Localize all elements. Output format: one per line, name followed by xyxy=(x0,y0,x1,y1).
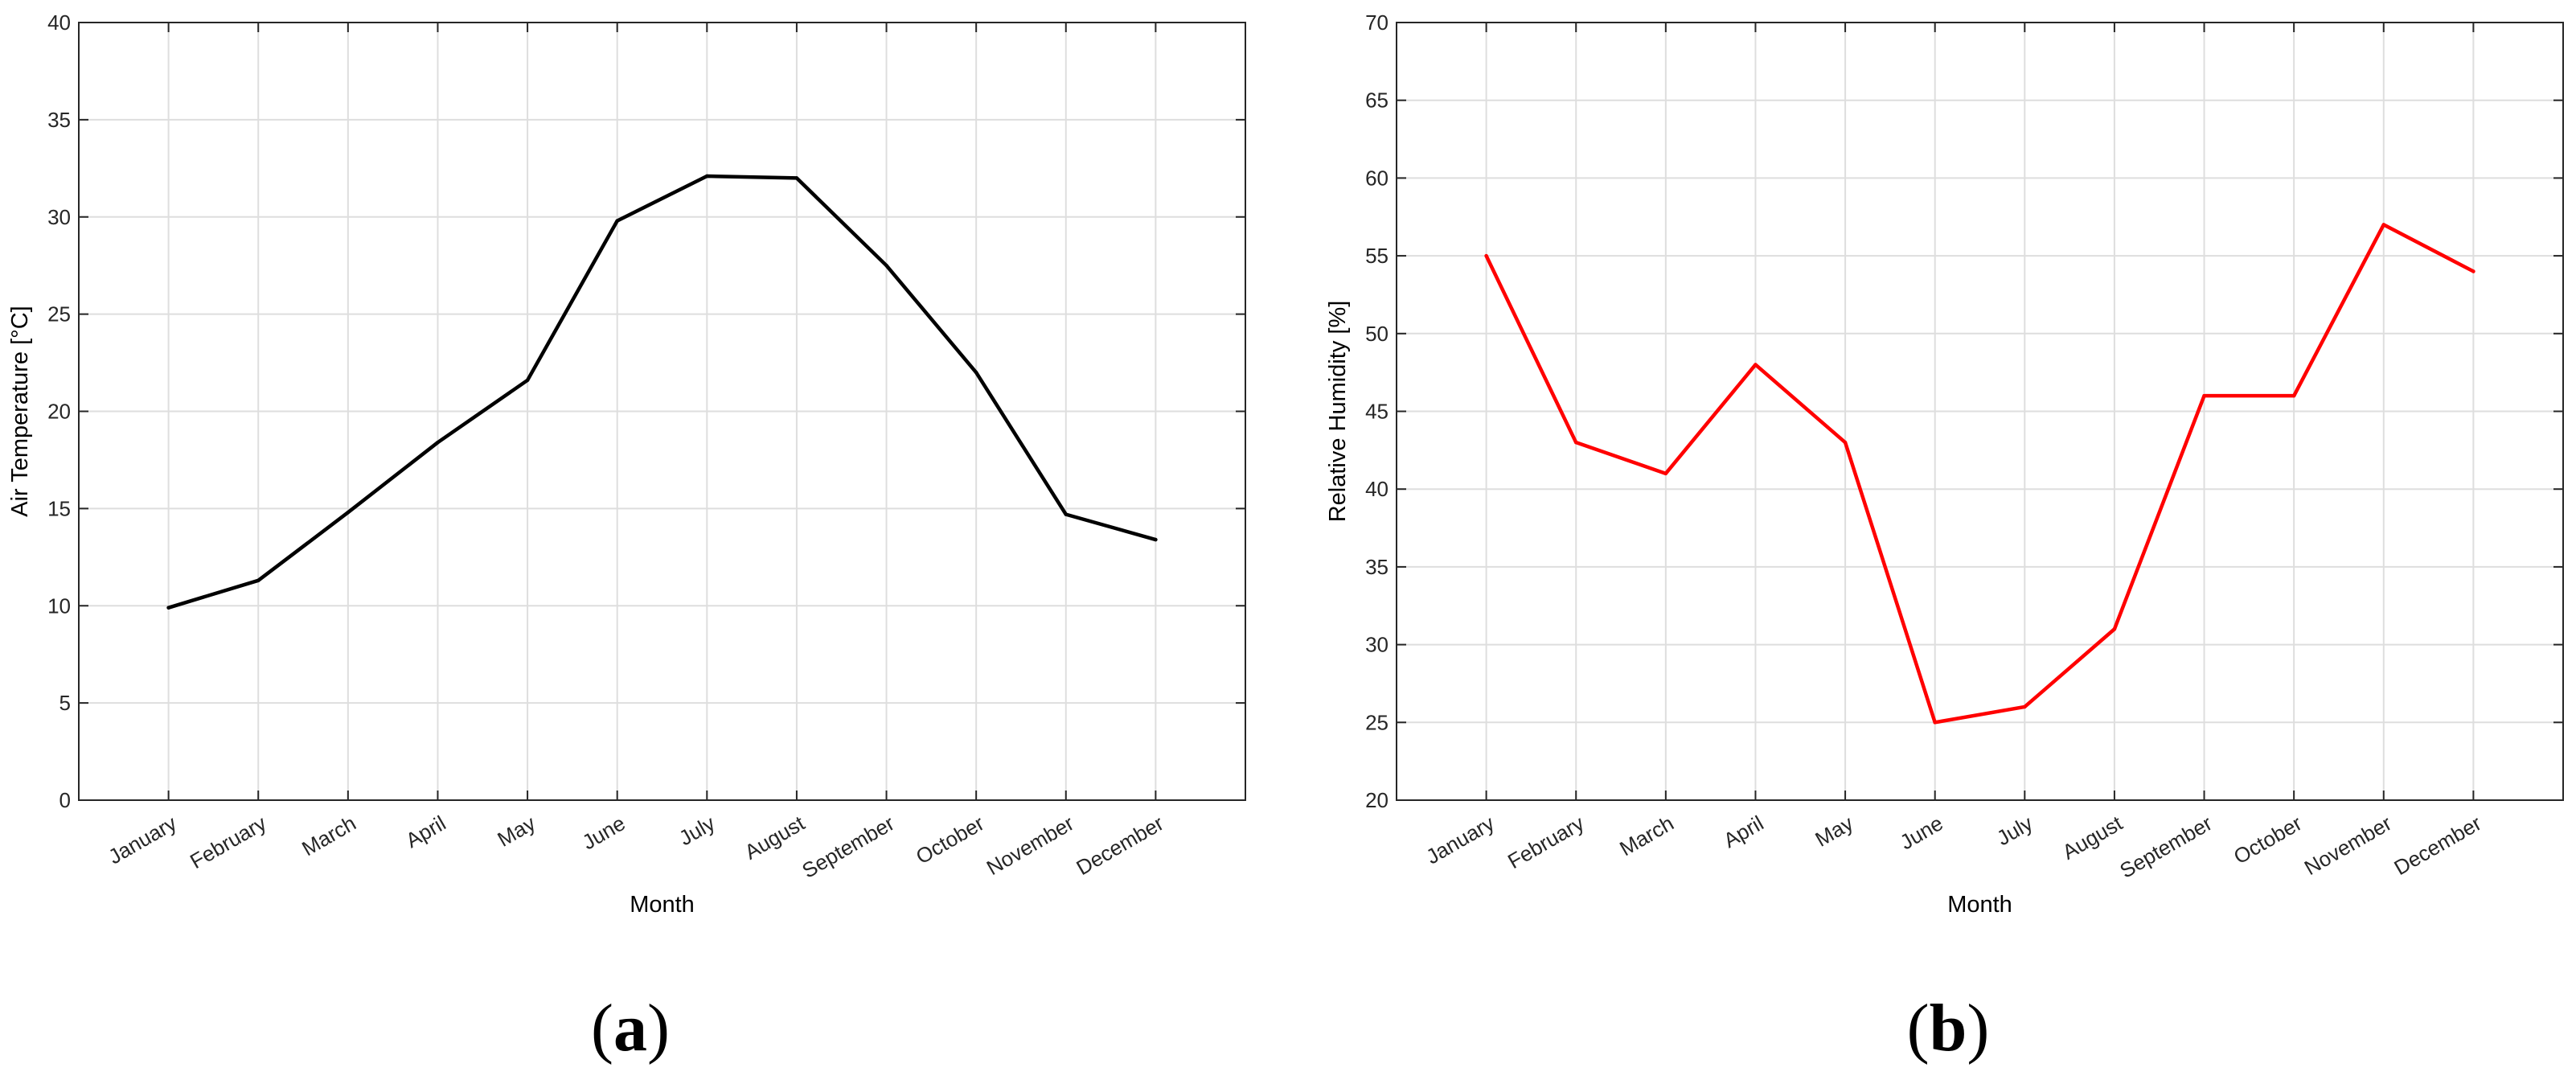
temperature-x-axis-label: Month xyxy=(630,892,695,918)
temperature-data-point xyxy=(256,578,260,583)
temperature-ytick-label: 20 xyxy=(47,400,71,424)
humidity-chart: 20 25 30 35 40 45 50 55 60 65 70 January February Mar… xyxy=(1325,10,2564,1066)
temperature-panel-label: (a) xyxy=(591,991,670,1066)
temperature-ytick-label: 25 xyxy=(47,302,71,326)
temperature-xtick-label: April xyxy=(401,811,449,852)
humidity-ytick-label: 55 xyxy=(1365,244,1388,268)
humidity-xtick-label: March xyxy=(1615,811,1678,860)
humidity-ytick-label: 25 xyxy=(1365,710,1388,734)
humidity-ytick-label: 40 xyxy=(1365,477,1388,501)
temperature-data-point xyxy=(1154,537,1158,542)
humidity-xtick-label: January xyxy=(1422,811,1499,869)
temperature-ytick-label: 30 xyxy=(47,205,71,229)
humidity-data-point xyxy=(2471,269,2476,273)
humidity-xtick-label: June xyxy=(1896,811,1947,854)
humidity-data-point xyxy=(2023,704,2027,709)
temperature-xtick-label: June xyxy=(578,811,630,854)
humidity-series-line xyxy=(1484,223,2476,725)
humidity-ytick-label: 30 xyxy=(1365,633,1388,657)
temperature-xtick-label: December xyxy=(1073,811,1168,880)
humidity-xtick-label: December xyxy=(2390,811,2486,880)
temperature-ytick-label: 0 xyxy=(59,788,71,812)
humidity-data-point xyxy=(2112,627,2117,631)
temperature-data-point xyxy=(794,176,799,180)
humidity-xtick-label: July xyxy=(1992,811,2037,850)
humidity-ytick-label: 50 xyxy=(1365,322,1388,346)
temperature-data-point xyxy=(166,606,170,610)
humidity-ytick-label: 45 xyxy=(1365,400,1388,424)
humidity-data-point xyxy=(1484,253,1488,258)
humidity-x-axis-label: Month xyxy=(1947,892,2012,918)
humidity-xtick-label: August xyxy=(2058,811,2127,864)
humidity-data-point xyxy=(1663,471,1668,476)
temperature-ytick-label: 10 xyxy=(47,593,71,618)
humidity-data-point xyxy=(2381,223,2385,227)
humidity-data-point xyxy=(2202,393,2206,398)
humidity-ytick-label: 70 xyxy=(1365,10,1388,35)
temperature-chart: 0 5 10 15 20 25 30 35 40 January February March Apri… xyxy=(7,10,1246,1066)
humidity-xtick-label: April xyxy=(1719,811,1767,852)
temperature-ytick-label: 5 xyxy=(59,691,71,715)
humidity-panel-label: (b) xyxy=(1907,991,1990,1066)
humidity-data-point xyxy=(2291,393,2296,398)
temperature-data-point xyxy=(525,378,530,383)
temperature-data-point xyxy=(1064,512,1068,516)
temperature-xtick-label: July xyxy=(675,811,719,850)
humidity-xtick-label: November xyxy=(2300,811,2396,880)
humidity-xtick-label: February xyxy=(1503,811,1588,873)
humidity-ytick-label: 35 xyxy=(1365,555,1388,579)
humidity-data-point xyxy=(1754,363,1758,367)
temperature-ytick-label: 35 xyxy=(47,108,71,132)
humidity-data-point xyxy=(1933,721,1937,725)
humidity-ytick-label: 65 xyxy=(1365,88,1388,113)
humidity-data-point xyxy=(1843,440,1848,445)
humidity-ytick-label: 20 xyxy=(1365,788,1388,812)
temperature-data-point xyxy=(436,440,440,445)
temperature-xtick-label: May xyxy=(494,811,540,852)
temperature-series-line xyxy=(166,174,1158,610)
humidity-y-axis-label: Relative Humidity [%] xyxy=(1325,301,1351,523)
humidity-xtick-label: September xyxy=(2115,811,2216,883)
temperature-xtick-label: August xyxy=(740,811,810,864)
temperature-data-point xyxy=(884,263,888,268)
temperature-xtick-label: March xyxy=(297,811,360,860)
temperature-y-axis-label: Air Temperature [°C] xyxy=(7,306,33,517)
temperature-xtick-label: November xyxy=(982,811,1078,880)
temperature-data-point xyxy=(615,219,619,223)
temperature-xtick-label: January xyxy=(105,811,181,869)
temperature-data-point xyxy=(346,511,351,515)
humidity-xtick-label: October xyxy=(2229,811,2306,869)
humidity-ytick-label: 60 xyxy=(1365,166,1388,190)
temperature-xtick-label: September xyxy=(798,811,898,883)
temperature-ytick-label: 40 xyxy=(47,10,71,35)
humidity-data-point xyxy=(1574,440,1578,445)
temperature-ytick-label: 15 xyxy=(47,496,71,520)
temperature-data-point xyxy=(974,370,978,375)
temperature-xtick-label: October xyxy=(912,811,988,869)
temperature-xtick-label: February xyxy=(186,811,270,873)
humidity-xtick-label: May xyxy=(1811,811,1858,852)
temperature-data-point xyxy=(705,174,709,179)
